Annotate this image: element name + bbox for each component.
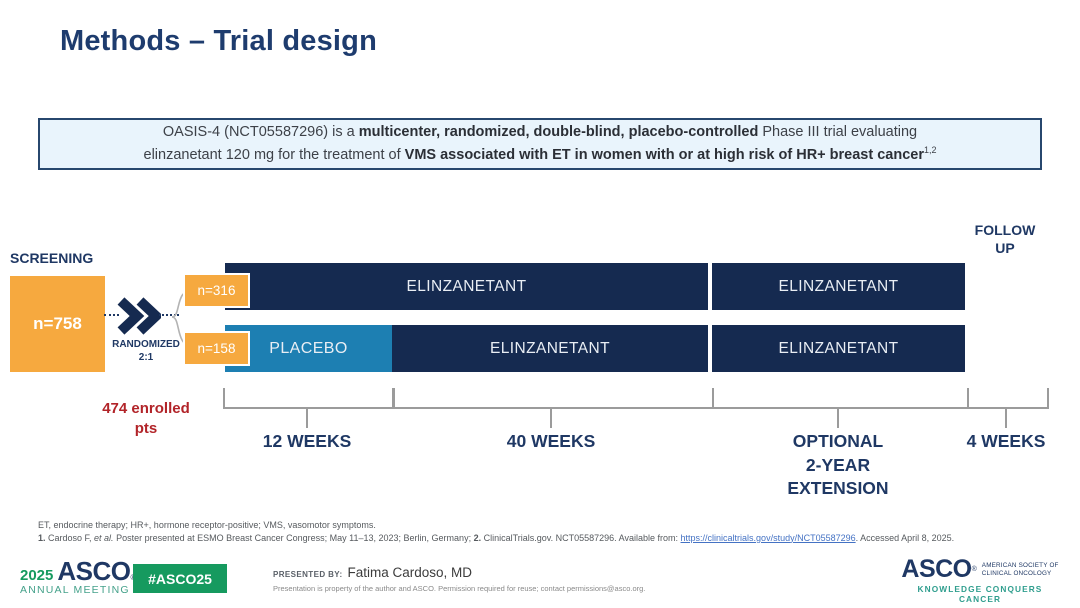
presenter-name: Fatima Cardoso, MD [347, 565, 473, 580]
arm2-placebo-label: PLACEBO [269, 339, 348, 357]
society-name: AMERICAN SOCIETY OF CLINICAL ONCOLOGY [982, 562, 1059, 578]
timeline-tick-4weeks [1005, 407, 1007, 428]
summary-seg4-bold: VMS associated with ET in women with or … [404, 146, 924, 163]
society-line2: CLINICAL ONCOLOGY [981, 569, 1052, 577]
hashtag-text: #ASCO25 [148, 570, 212, 587]
ref1-number: 1. [38, 532, 46, 543]
followup-line2: UP [995, 240, 1015, 257]
enrolled-line2: pts [134, 419, 158, 437]
ref1-text: Cardoso F, [45, 532, 95, 543]
society-line1: AMERICAN SOCIETY OF [981, 561, 1059, 569]
extension-line3: EXTENSION [787, 478, 889, 499]
asco-tagline: KNOWLEDGE CONQUERS CANCER [917, 584, 1043, 604]
arm1-n-value: n=316 [197, 283, 236, 298]
ref1-text2: Poster presented at ESMO Breast Cancer C… [113, 532, 474, 543]
study-summary-box: OASIS-4 (NCT05587296) is a multicenter, … [38, 118, 1042, 170]
annual-meeting-label: ANNUAL MEETING [20, 584, 130, 596]
ref1-etal: et al. [94, 532, 114, 543]
ref2-text: ClinicalTrials.gov. NCT05587296. Availab… [481, 532, 681, 543]
summary-seg3b: elinzanetant 120 mg for the treatment of [143, 146, 405, 163]
timeline-bracket-4weeks [967, 388, 1049, 409]
screening-box: n=758 [10, 276, 105, 372]
followup-line1: FOLLOW [974, 222, 1036, 238]
timeline-bracket-extension [712, 388, 969, 409]
page-title: Methods – Trial design [60, 25, 378, 57]
arm1-treatment-bar: ELINZANETANT [225, 263, 708, 310]
summary-seg1: OASIS-4 (NCT05587296) is a [162, 123, 359, 140]
summary-reference-superscript: 1,2 [923, 144, 937, 155]
timeline-tick-40weeks [550, 407, 552, 428]
references-line: 1. Cardoso F, et al. Poster presented at… [38, 532, 1048, 545]
dotted-arrow-line-right [159, 314, 179, 316]
asco-wordmark: ASCO [57, 556, 131, 586]
summary-seg2-bold: multicenter, randomized, double-blind, p… [358, 123, 759, 140]
period-label-extension: OPTIONAL 2-YEAR EXTENSION [753, 430, 923, 501]
arm2-placebo-bar: PLACEBO [225, 325, 392, 372]
presented-by-block: PRESENTED BY: Fatima Cardoso, MD [273, 565, 472, 580]
screening-label: SCREENING [10, 250, 94, 266]
asco-society-logo: ASCO ® AMERICAN SOCIETY OF CLINICAL ONCO… [898, 555, 1062, 605]
enrolled-line1: 474 enrolled [102, 400, 190, 417]
period-label-40weeks: 40 WEEKS [506, 431, 596, 451]
arm1-extension-label: ELINZANETANT [778, 277, 899, 295]
asco-annual-meeting-logo: 2025 ASCO ® ANNUAL MEETING [20, 558, 136, 596]
arm2-treatment-label: ELINZANETANT [490, 339, 610, 357]
arm2-treatment-bar: ELINZANETANT [392, 325, 708, 372]
ref2-number: 2. [473, 532, 482, 543]
randomized-ratio: 2:1 [138, 352, 154, 363]
timeline-tick-extension [837, 407, 839, 428]
randomized-ratio-label: RANDOMIZED 2:1 [102, 338, 190, 364]
meeting-year: 2025 [20, 567, 54, 584]
period-label-12weeks: 12 WEEKS [262, 431, 352, 451]
timeline-bracket-40weeks [392, 388, 714, 409]
arm1-n-box: n=316 [185, 275, 248, 306]
randomized-word: RANDOMIZED [112, 339, 180, 350]
period-label-4weeks: 4 WEEKS [966, 431, 1046, 451]
timeline-tick-12weeks [306, 407, 308, 428]
presented-by-label: PRESENTED BY: [273, 570, 343, 579]
enrolled-count-label: 474 enrolled pts [84, 399, 208, 438]
asco-right-wordmark: ASCO [901, 555, 972, 583]
abbreviations-line: ET, endocrine therapy; HR+, hormone rece… [38, 520, 376, 530]
randomization-chevron-icon [117, 297, 164, 335]
arm1-extension-bar: ELINZANETANT [712, 263, 965, 310]
arm1-treatment-label: ELINZANETANT [406, 277, 527, 295]
footnotes: ET, endocrine therapy; HR+, hormone rece… [38, 519, 1048, 544]
arm2-n-box: n=158 [185, 333, 248, 364]
dotted-arrow-line-left [104, 314, 119, 316]
ref2-text2: . Accessed April 8, 2025. [855, 532, 955, 543]
timeline-bracket-12weeks [223, 388, 395, 409]
permission-disclaimer: Presentation is property of the author a… [273, 584, 646, 593]
study-summary-text: OASIS-4 (NCT05587296) is a multicenter, … [144, 122, 937, 166]
extension-line2: 2-YEAR [805, 454, 871, 475]
arm2-extension-label: ELINZANETANT [778, 339, 899, 357]
hashtag-badge: #ASCO25 [133, 564, 227, 593]
summary-seg3a: Phase III trial evaluating [758, 123, 918, 140]
arm2-extension-bar: ELINZANETANT [712, 325, 965, 372]
clinicaltrials-link[interactable]: https://clinicaltrials.gov/study/NCT0558… [680, 532, 856, 543]
screening-n-value: n=758 [33, 314, 82, 333]
extension-line1: OPTIONAL [792, 431, 884, 451]
registered-mark-right-icon: ® [971, 566, 977, 573]
followup-label: FOLLOW UP [958, 221, 1052, 257]
arm2-n-value: n=158 [197, 341, 236, 356]
